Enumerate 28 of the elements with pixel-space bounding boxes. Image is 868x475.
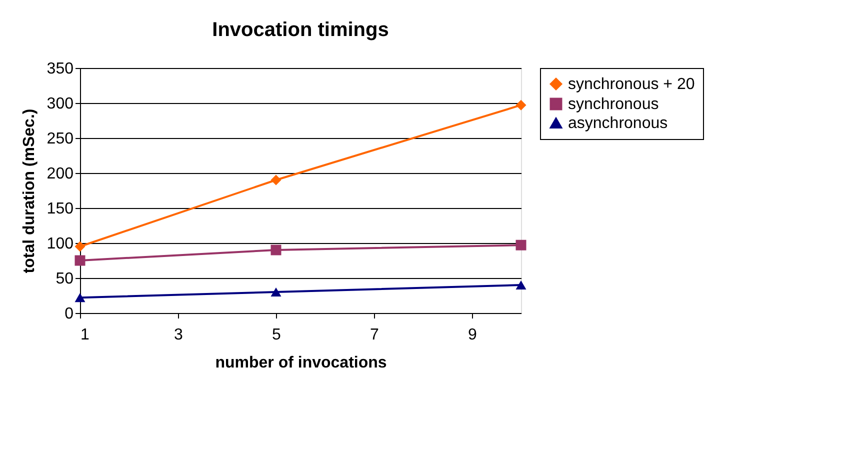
x-tick-label: 9 (468, 326, 478, 344)
point (516, 280, 526, 290)
x-tick-label: 5 (272, 326, 282, 344)
chart-title: Invocation timings (212, 19, 389, 41)
y-tick-label: 150 (46, 200, 74, 218)
y-tick-label: 0 (64, 306, 74, 322)
y-tick-label: 200 (46, 166, 74, 182)
point (516, 240, 526, 250)
point (270, 287, 282, 297)
legend-label: asynchronous (568, 115, 668, 132)
x-axis-title: number of invocations (215, 354, 387, 372)
y-tick-label: 50 (56, 270, 74, 288)
y-tick-label: 100 (46, 236, 74, 252)
legend-label: synchronous (568, 96, 659, 113)
y-tick-label: 250 (46, 130, 74, 148)
y-axis-title: total duration (mSec.) (20, 108, 38, 274)
point (270, 174, 282, 186)
legend-label: synchronous + 20 (568, 76, 695, 93)
y-tick-label: 350 (46, 60, 74, 78)
x-tick-label: 7 (370, 326, 380, 344)
point (74, 241, 86, 252)
point (270, 244, 282, 256)
point (74, 293, 86, 302)
y-tick-label: 300 (46, 96, 74, 112)
x-tick-label: 3 (174, 326, 184, 344)
point (516, 100, 526, 110)
x-tick-label: 1 (80, 326, 90, 344)
point (74, 255, 86, 266)
